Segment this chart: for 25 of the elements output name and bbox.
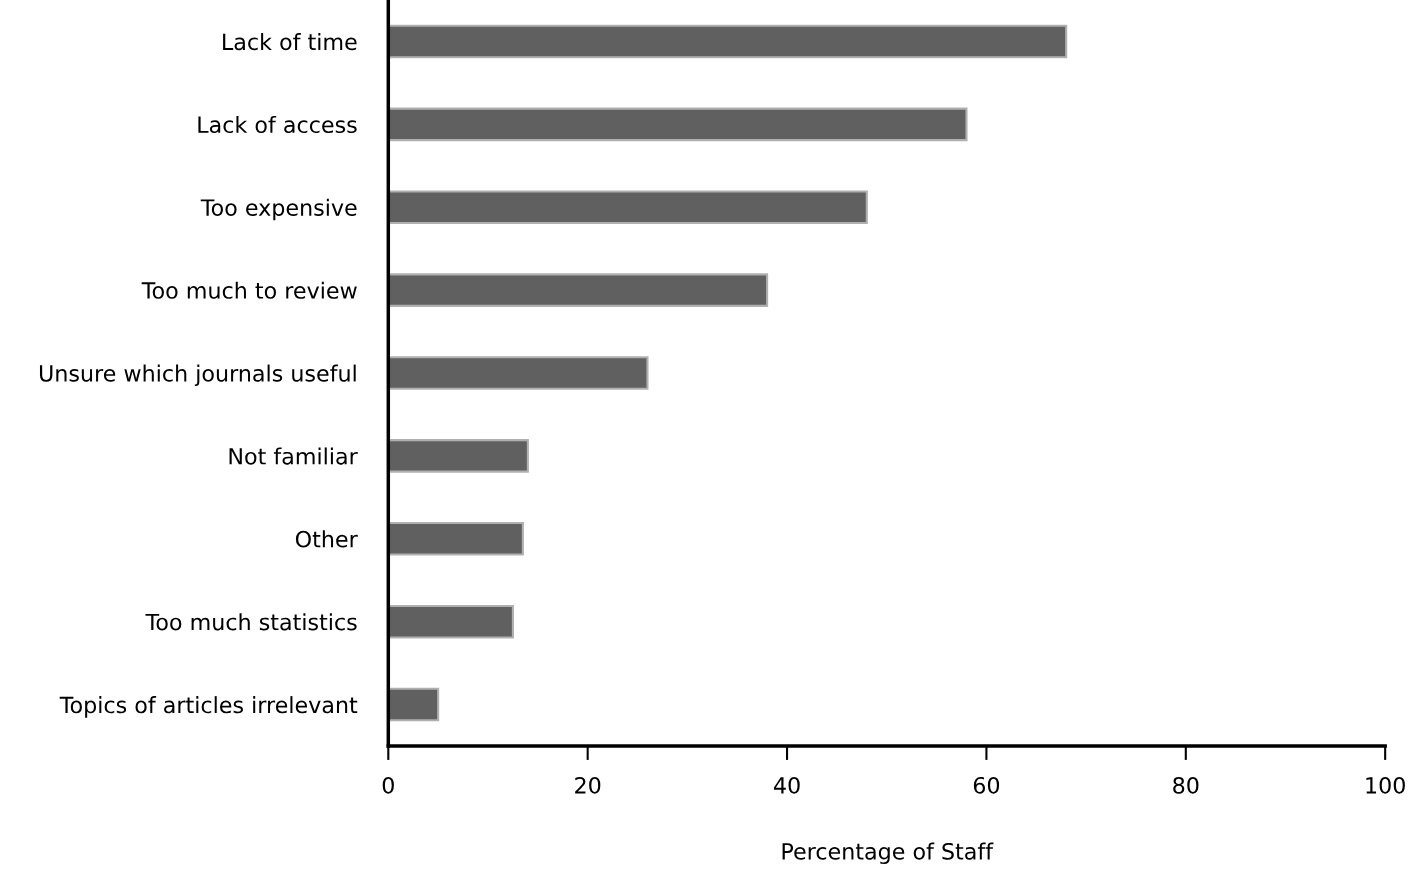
x-axis-title: Percentage of Staff <box>782 842 994 865</box>
x-tick-label: 80 <box>1173 776 1199 794</box>
bar <box>388 356 649 390</box>
y-tick-label: Too expensive <box>200 198 357 221</box>
bar <box>388 604 514 639</box>
bar <box>388 687 440 722</box>
bar <box>388 522 524 556</box>
y-tick-label: Too much to review <box>141 281 357 299</box>
x-tick-label: 40 <box>774 776 800 794</box>
bar <box>388 439 529 473</box>
y-tick-label: Topics of articles irrelevant <box>59 696 358 718</box>
bar <box>388 24 1068 59</box>
bar <box>388 190 868 225</box>
x-tick-label: 60 <box>973 776 1000 794</box>
bar <box>388 107 968 142</box>
bar <box>388 273 769 307</box>
y-tick-label: Too much statistics <box>145 613 357 631</box>
y-tick-label: Not familiar <box>229 447 358 465</box>
y-tick-label: Lack of time <box>223 33 357 51</box>
y-tick-label: Unsure which journals useful <box>39 364 356 387</box>
x-tick-label: 0 <box>382 776 394 794</box>
y-tick-label: Other <box>295 530 358 548</box>
y-tick-label: Lack of access <box>198 115 357 134</box>
x-tick-label: 100 <box>1366 776 1405 794</box>
x-tick-label: 20 <box>575 776 601 794</box>
